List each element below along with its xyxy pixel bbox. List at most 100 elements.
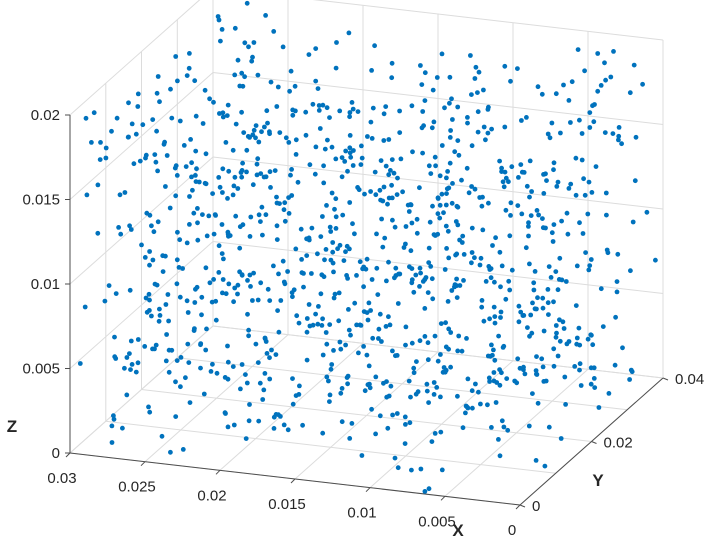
data-point	[379, 216, 384, 222]
data-point	[535, 84, 541, 90]
data-point	[492, 357, 498, 363]
data-point	[225, 196, 230, 201]
data-point	[210, 191, 216, 197]
data-point	[361, 344, 366, 349]
data-point	[604, 212, 609, 218]
data-point	[521, 364, 526, 370]
grid-line	[212, 241, 664, 294]
data-point	[551, 167, 556, 173]
data-point	[347, 110, 353, 115]
data-point	[219, 222, 225, 227]
data-point	[189, 174, 194, 180]
data-point	[554, 184, 560, 189]
data-point	[568, 120, 573, 125]
data-point	[316, 304, 321, 309]
data-point	[262, 371, 268, 376]
data-point	[149, 313, 154, 319]
data-point	[276, 271, 281, 277]
data-point	[557, 255, 563, 261]
data-point	[327, 224, 333, 230]
data-point	[347, 436, 353, 441]
data-point	[303, 109, 309, 115]
data-point	[439, 467, 445, 473]
data-point	[238, 170, 244, 175]
data-point	[380, 244, 386, 250]
data-point	[208, 369, 214, 374]
data-point	[184, 73, 190, 78]
data-point	[497, 158, 502, 164]
data-point	[418, 270, 423, 276]
data-point	[169, 115, 175, 121]
data-point	[407, 420, 413, 426]
data-point	[463, 410, 468, 416]
data-point	[564, 210, 570, 216]
data-point	[126, 100, 131, 106]
data-point	[388, 383, 394, 389]
data-point	[395, 175, 400, 181]
data-point	[264, 108, 270, 114]
data-point	[403, 422, 408, 427]
data-point	[448, 364, 453, 370]
data-point	[498, 315, 503, 320]
data-point	[478, 255, 484, 261]
data-point	[383, 163, 389, 169]
data-point	[492, 314, 498, 319]
data-point	[372, 43, 377, 49]
data-point	[469, 143, 475, 149]
data-point	[147, 308, 152, 313]
data-point	[362, 191, 367, 197]
data-point	[539, 356, 545, 362]
data-point	[157, 306, 162, 312]
data-point	[347, 145, 353, 151]
data-point	[558, 436, 564, 441]
data-point	[126, 351, 132, 356]
data-point	[233, 213, 239, 219]
data-point	[422, 489, 428, 494]
data-point	[386, 137, 392, 142]
data-point	[190, 187, 195, 193]
data-point	[177, 118, 183, 124]
grid-line	[69, 0, 201, 116]
x-axis-label: X	[452, 521, 464, 540]
data-point	[496, 333, 501, 339]
data-point	[230, 364, 236, 369]
data-point	[187, 194, 192, 199]
data-point	[267, 129, 272, 135]
data-point	[260, 232, 265, 238]
data-point	[272, 168, 278, 174]
data-point	[157, 99, 162, 105]
data-point	[444, 175, 449, 181]
data-point	[271, 414, 277, 420]
data-point	[133, 131, 139, 137]
data-point	[202, 87, 208, 93]
data-point	[441, 210, 446, 216]
data-point	[114, 115, 120, 121]
tick-labels: 0 0.005 0.01 0.015 0.02 0.025 0.03 0 0.02 0.04 0 0.…	[22, 107, 704, 539]
data-point	[431, 232, 437, 238]
data-point	[383, 104, 389, 109]
data-point	[499, 418, 505, 424]
data-point	[499, 169, 504, 175]
data-point	[307, 162, 313, 168]
data-point	[172, 165, 178, 171]
data-point	[434, 75, 440, 80]
data-point	[414, 359, 419, 364]
data-point	[496, 437, 501, 442]
data-point	[239, 70, 245, 76]
data-point	[187, 51, 192, 56]
data-point	[209, 299, 215, 305]
data-point	[381, 380, 386, 386]
data-point	[486, 264, 492, 269]
data-point	[235, 186, 241, 191]
data-point	[540, 295, 546, 301]
data-point	[521, 313, 527, 318]
data-point	[143, 155, 148, 161]
data-point	[147, 249, 153, 254]
data-point	[550, 239, 556, 244]
data-point	[310, 101, 316, 107]
data-point	[225, 424, 231, 430]
data-point	[357, 259, 363, 265]
data-point	[528, 213, 534, 219]
data-point	[553, 323, 559, 328]
data-point	[178, 355, 184, 360]
